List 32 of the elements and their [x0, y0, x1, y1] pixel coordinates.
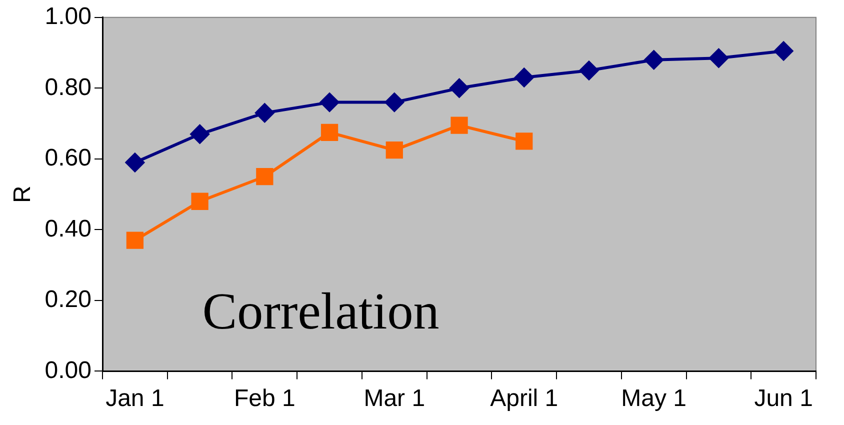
point [320, 92, 340, 112]
y-tick-label: 0.60 [44, 144, 92, 172]
annotation: Correlation [202, 284, 440, 341]
point [255, 103, 274, 122]
point [256, 168, 274, 186]
point [126, 232, 144, 249]
point [514, 68, 534, 88]
point [774, 42, 794, 61]
point [709, 48, 728, 68]
x-tick-label: Jan 1 [106, 385, 164, 412]
point [644, 50, 664, 70]
y-axis-title: R [9, 186, 36, 203]
point [190, 124, 210, 144]
y-tick-label: 0.00 [44, 356, 92, 384]
x-tick-label: May 1 [621, 385, 687, 412]
point [386, 142, 403, 159]
point [384, 92, 404, 112]
point [320, 124, 338, 141]
point [191, 192, 208, 210]
x-tick-label: Feb 1 [234, 385, 296, 412]
point [579, 60, 598, 80]
x-tick-label: Jun 1 [754, 385, 813, 412]
point [450, 78, 469, 98]
y-tick-label: 0.20 [44, 286, 92, 314]
y-tick-label: 0.80 [44, 74, 92, 101]
x-tick-label: April 1 [490, 385, 558, 412]
y-tick-label: 1.00 [44, 3, 92, 30]
point [125, 152, 144, 172]
x-tick-label: Mar 1 [364, 385, 426, 412]
point [450, 116, 468, 134]
y-tick-label: 0.40 [44, 215, 92, 242]
point [516, 132, 533, 150]
